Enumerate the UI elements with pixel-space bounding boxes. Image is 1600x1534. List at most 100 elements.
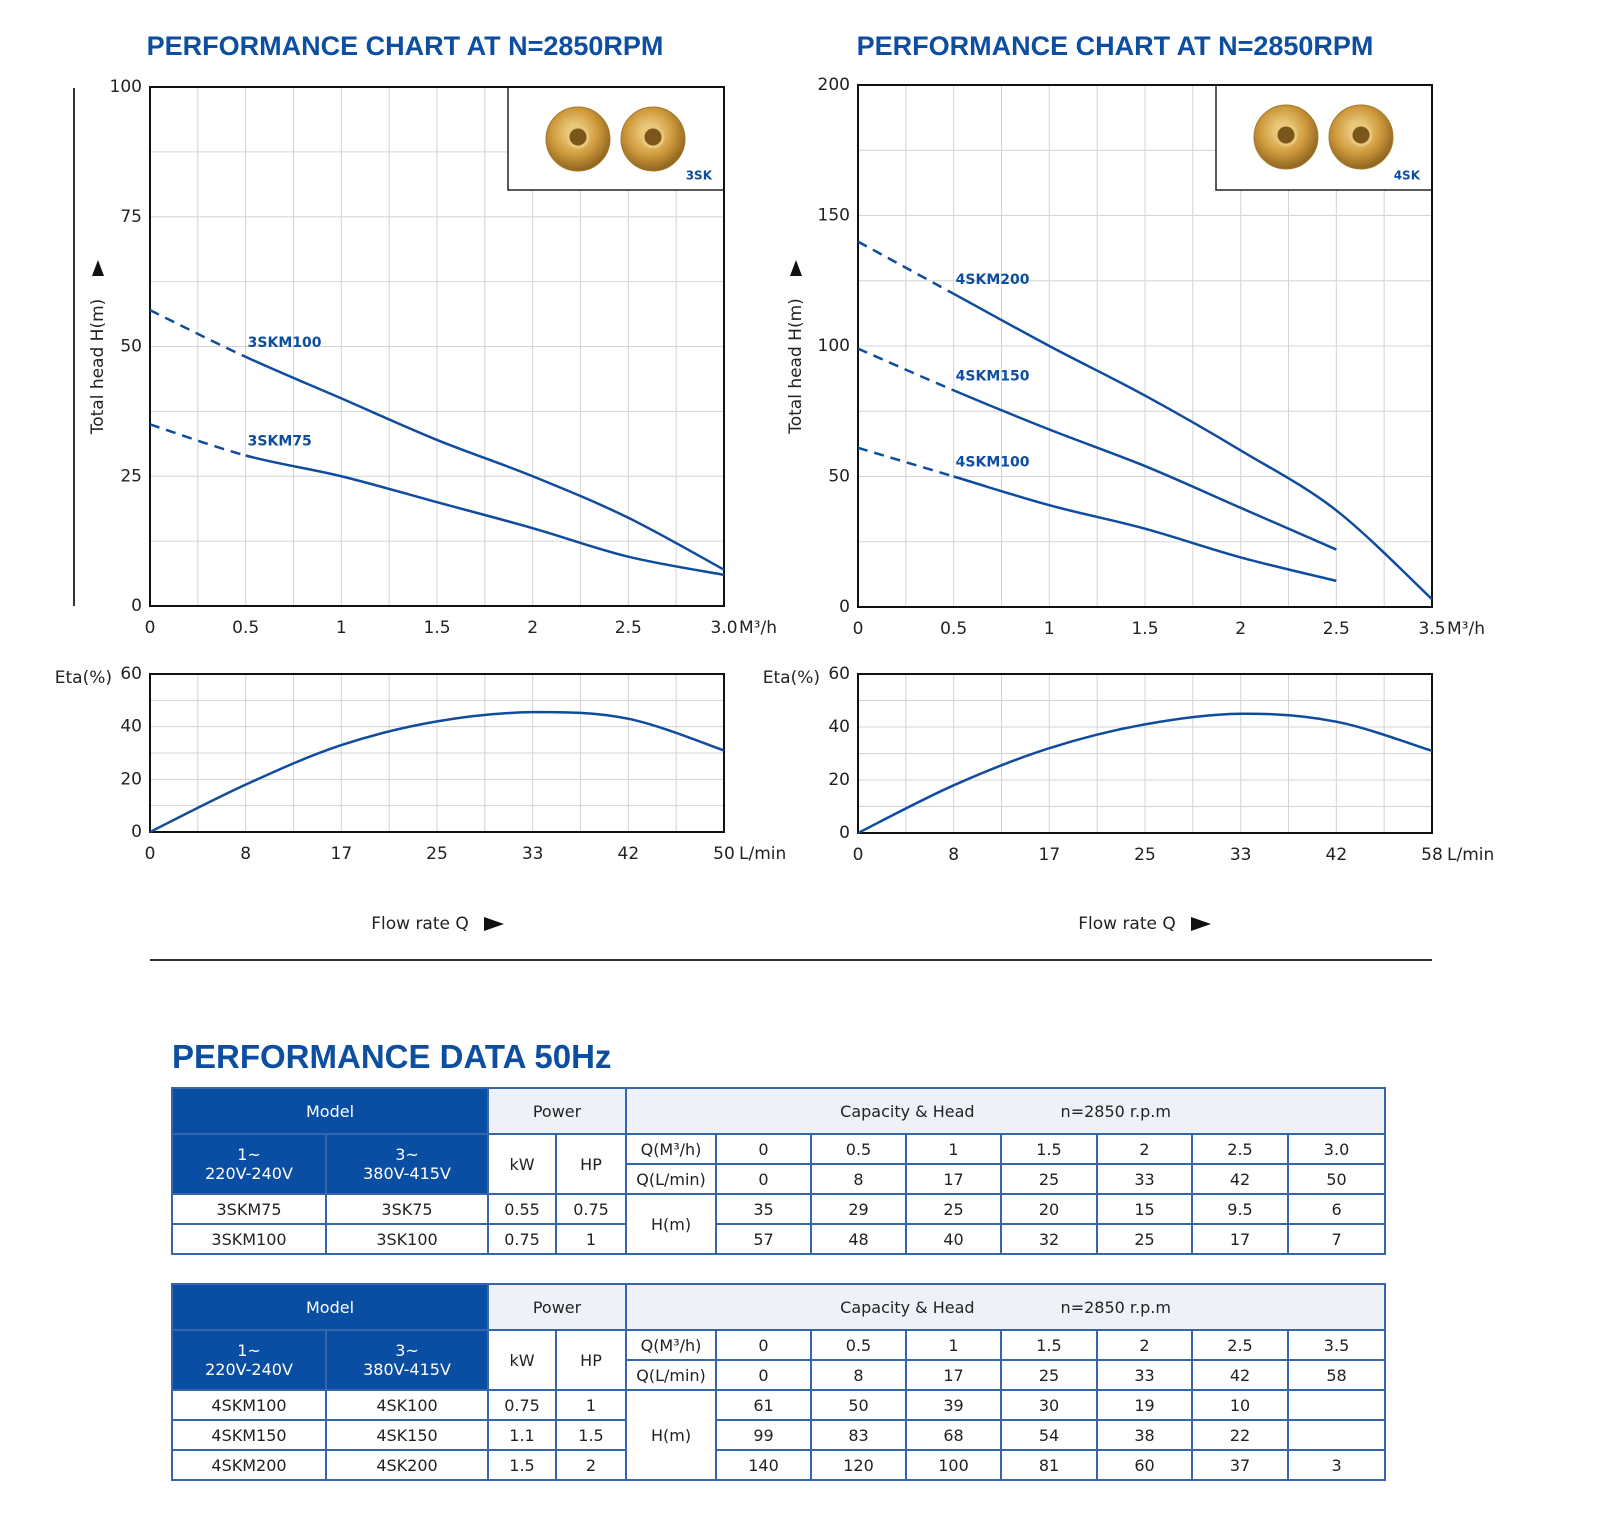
table-cell: 25: [1096, 1223, 1194, 1255]
table-cell: 42: [1191, 1359, 1290, 1391]
series-label: 4SKM200: [956, 272, 1030, 288]
table-cell: [1287, 1419, 1387, 1451]
data-row: 4SKM200 4SK200 1.5 2 140 120 100 81 60 37 3: [171, 1449, 1387, 1481]
table-cell: H(m): [625, 1389, 718, 1481]
data-row: 3SKM75 3SK75 0.55 0.75 H(m) 35 29 25 20 15 9.5 6: [171, 1193, 1387, 1255]
x-axis-label: Flow rate Q: [1078, 914, 1176, 934]
y-tick-label: 50: [120, 337, 142, 357]
series-label: 3SKM100: [248, 335, 322, 351]
x-tick-label: 8: [240, 844, 251, 864]
table-cell: 19: [1096, 1389, 1194, 1421]
table-cell: Q(M³/h): [625, 1329, 718, 1361]
header-row: 1~ 220V-240V 3~ 380V-415V kW HP Q(M³/h) 0 0.5 1 1.…: [171, 1133, 1387, 1195]
table-cell: H(m): [625, 1193, 718, 1255]
inset-box: [1215, 84, 1433, 191]
table-cell: Power: [487, 1283, 628, 1331]
section-title: PERFORMANCE DATA 50Hz: [172, 1038, 612, 1075]
voltage: 220V-240V: [205, 1164, 293, 1183]
table-cell: 54: [1000, 1419, 1099, 1451]
table-cell: 2: [1096, 1133, 1194, 1165]
table-cell: 99: [715, 1419, 813, 1451]
table-cell: 17: [905, 1163, 1003, 1195]
y-tick-label: 0: [131, 822, 142, 842]
header-row: Q(L/min) 0 8 17 25 33 42 58: [172, 1359, 1387, 1391]
curve: [953, 389, 1337, 551]
arrow-up: [790, 260, 802, 276]
x-tick-label: 0.5: [940, 619, 967, 639]
y-tick-label: 40: [120, 717, 142, 737]
chart-title: PERFORMANCE CHART AT N=2850RPM: [857, 31, 1374, 61]
x-tick-label: 2: [1235, 619, 1246, 639]
table-cell: 1~ 220V-240V: [171, 1329, 327, 1391]
inset-label: 3SK: [686, 169, 713, 183]
series-label: 4SKM100: [956, 455, 1030, 471]
table-cell: 1.5: [487, 1449, 558, 1481]
table-cell: 0: [715, 1163, 813, 1195]
table-cell: 83: [810, 1419, 908, 1451]
speed-label: n=2850 r.p.m: [1060, 1297, 1171, 1317]
y-axis-label: Eta(%): [55, 668, 112, 688]
curve-dashed: [857, 446, 955, 478]
table-cell: 60: [1096, 1449, 1194, 1481]
x-tick-label: 1.5: [423, 618, 450, 638]
x-tick-label: 33: [522, 844, 544, 864]
table-cell: 29: [810, 1193, 908, 1225]
data-row: 4SKM150 4SK150 1.1 1.5 99 83 68 54 38 22: [171, 1419, 1387, 1451]
x-tick-label: 2.5: [1323, 619, 1350, 639]
table-cell: Capacity & Head n=2850 r.p.m: [625, 1283, 1387, 1331]
x-tick-label: 25: [426, 844, 448, 864]
x-unit: L/min: [739, 844, 786, 864]
table-cell: HP: [555, 1329, 628, 1391]
series-label: 4SKM150: [956, 368, 1030, 384]
x-tick-label: 3.0: [710, 618, 737, 638]
table-cell: 17: [1191, 1223, 1290, 1255]
table-cell: 50: [1287, 1163, 1387, 1195]
plot-frame: [149, 673, 725, 833]
x-unit: L/min: [1447, 845, 1494, 865]
y-tick-label: 20: [828, 770, 850, 790]
x-tick-label: 58: [1421, 845, 1443, 865]
table-cell: 1.5: [555, 1419, 628, 1451]
x-tick-label: 1: [1044, 619, 1055, 639]
table-cell: 3SKM100: [171, 1223, 327, 1255]
table-cell: 15: [1096, 1193, 1194, 1225]
table-cell: 39: [905, 1389, 1003, 1421]
curve-dashed: [857, 240, 955, 295]
inset-box: [507, 86, 725, 191]
table-cell: 1.5: [1000, 1133, 1099, 1165]
y-axis-label: Eta(%): [763, 668, 820, 688]
curve-dashed: [149, 423, 246, 457]
table-cell: 0.75: [487, 1389, 558, 1421]
table-cell: 4SK200: [324, 1449, 490, 1481]
phase: 3~: [395, 1145, 419, 1164]
table-cell: 8: [810, 1359, 908, 1391]
table-cell: 3~ 380V-415V: [324, 1329, 490, 1391]
table-cell: 0.75: [555, 1193, 628, 1225]
curve-dashed: [149, 309, 247, 359]
table-cell: 58: [1287, 1359, 1387, 1391]
table-cell: 25: [1000, 1163, 1099, 1195]
table-cell: 57: [715, 1223, 813, 1255]
curve: [245, 355, 725, 571]
curve: [953, 475, 1337, 583]
table-cell: 1: [905, 1133, 1003, 1165]
x-tick-label: 0: [853, 619, 864, 639]
table-cell: 0: [715, 1329, 813, 1361]
x-unit: M³/h: [739, 618, 777, 638]
header-row: Q(L/min) 0 8 17 25 33 42 50: [172, 1163, 1387, 1195]
table-cell: Power: [487, 1087, 628, 1135]
table-cell: 1: [905, 1329, 1003, 1361]
table-cell: 0: [715, 1133, 813, 1165]
table-cell: 50: [810, 1389, 908, 1421]
x-axis-label: Flow rate Q: [371, 914, 469, 934]
data-row: 3SKM100 3SK100 0.75 1 57 48 40 32 25 17 7: [171, 1223, 1387, 1255]
table-cell: 37: [1191, 1449, 1290, 1481]
y-tick-label: 0: [839, 823, 850, 843]
table-cell: 3SK75: [324, 1193, 490, 1225]
curve: [857, 712, 1433, 835]
plot-frame: [857, 84, 1433, 608]
impeller-hub: [1349, 123, 1373, 147]
table-cell: 4SKM200: [171, 1449, 327, 1481]
voltage: 220V-240V: [205, 1360, 293, 1379]
